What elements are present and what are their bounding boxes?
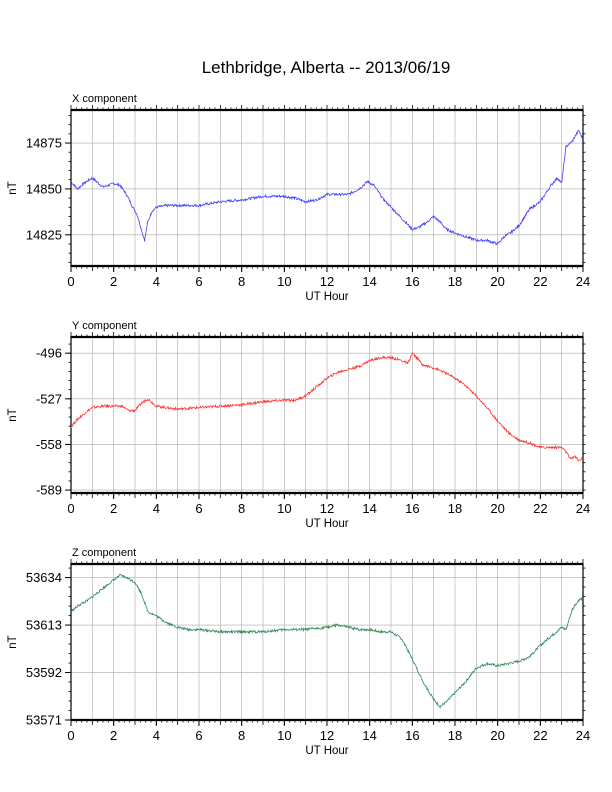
x-component-title: X component [72, 93, 137, 105]
z-component-y-tick-label: 53592 [26, 665, 62, 680]
y-component-x-tick-label: 2 [110, 501, 117, 516]
x-component-x-tick-label: 4 [153, 274, 160, 289]
y-component-x-tick-label: 14 [362, 501, 376, 516]
z-component-x-tick-label: 12 [320, 728, 334, 743]
z-component-x-tick-label: 4 [153, 728, 160, 743]
y-component-x-tick-label: 6 [195, 501, 202, 516]
y-component-x-tick-label: 0 [67, 501, 74, 516]
y-component-x-tick-label: 4 [153, 501, 160, 516]
z-component-x-tick-label: 16 [405, 728, 419, 743]
z-component-x-tick-label: 0 [67, 728, 74, 743]
z-component-x-tick-label: 10 [277, 728, 291, 743]
y-component-y-tick-label: -558 [36, 437, 62, 452]
y-component-y-tick-label: -527 [36, 391, 62, 406]
z-component-x-tick-label: 20 [490, 728, 504, 743]
x-component-x-tick-label: 14 [362, 274, 376, 289]
y-component-x-tick-label: 18 [448, 501, 462, 516]
z-component-series-line [70, 573, 584, 709]
y-component-y-tick-label: -589 [36, 483, 62, 498]
z-component-x-tick-label: 22 [533, 728, 547, 743]
x-component-y-tick-label: 14875 [26, 136, 62, 151]
x-component-x-tick-label: 2 [110, 274, 117, 289]
z-component-xlabel: UT Hour [305, 745, 348, 757]
z-component-y-tick-label: 53634 [26, 570, 62, 585]
x-component-x-tick-label: 24 [576, 274, 590, 289]
page-title: Lethbridge, Alberta -- 2013/06/19 [201, 58, 451, 77]
x-component-x-tick-label: 0 [67, 274, 74, 289]
x-component-y-tick-label: 14850 [26, 181, 62, 196]
z-component-x-tick-label: 24 [576, 728, 590, 743]
x-component-x-tick-label: 16 [405, 274, 419, 289]
x-component-x-tick-label: 8 [238, 274, 245, 289]
y-component-ylabel: nT [7, 408, 19, 421]
z-component-ylabel: nT [7, 635, 19, 648]
y-component-x-tick-label: 22 [533, 501, 547, 516]
y-component-xlabel: UT Hour [305, 518, 348, 530]
y-component-series-line [70, 352, 584, 462]
x-component-x-tick-label: 10 [277, 274, 291, 289]
x-component-y-tick-label: 14825 [26, 227, 62, 242]
z-component-y-tick-label: 53571 [26, 713, 62, 728]
y-component-title: Y component [72, 320, 137, 332]
z-component-x-tick-label: 8 [238, 728, 245, 743]
z-component-title: Z component [72, 547, 136, 559]
z-component-x-tick-label: 18 [448, 728, 462, 743]
x-component-x-tick-label: 20 [490, 274, 504, 289]
z-component-y-tick-label: 53613 [26, 618, 62, 633]
z-component-x-tick-label: 6 [195, 728, 202, 743]
x-component-ylabel: nT [7, 181, 19, 194]
y-component-x-tick-label: 16 [405, 501, 419, 516]
z-component-panel: 0 2 4 6 8 10 12 14 16 18 20 22 245357153592536135363… [7, 547, 590, 757]
x-component-x-tick-label: 12 [320, 274, 334, 289]
x-component-series-line [70, 129, 584, 246]
y-component-x-tick-label: 24 [576, 501, 590, 516]
x-component-x-tick-label: 6 [195, 274, 202, 289]
x-component-x-tick-label: 18 [448, 274, 462, 289]
z-component-x-tick-label: 14 [362, 728, 376, 743]
y-component-y-tick-label: -496 [36, 346, 62, 361]
y-component-x-tick-label: 20 [490, 501, 504, 516]
x-component-x-tick-label: 22 [533, 274, 547, 289]
y-component-x-tick-label: 8 [238, 501, 245, 516]
y-component-x-tick-label: 12 [320, 501, 334, 516]
y-component-x-tick-label: 10 [277, 501, 291, 516]
x-component-xlabel: UT Hour [305, 291, 348, 303]
z-component-x-tick-label: 2 [110, 728, 117, 743]
